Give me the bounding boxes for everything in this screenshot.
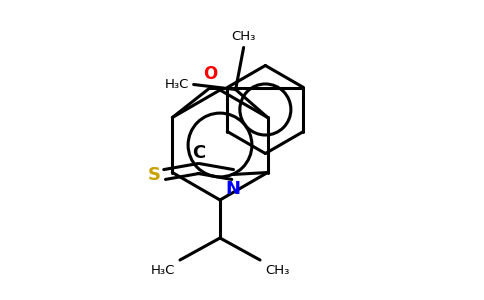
Text: CH₃: CH₃ xyxy=(265,264,289,277)
Text: H₃C: H₃C xyxy=(151,264,175,277)
Text: S: S xyxy=(148,166,161,184)
Text: C: C xyxy=(192,145,205,163)
Text: N: N xyxy=(225,181,240,199)
Text: O: O xyxy=(203,64,217,82)
Text: H₃C: H₃C xyxy=(164,78,189,91)
Text: CH₃: CH₃ xyxy=(231,29,256,43)
